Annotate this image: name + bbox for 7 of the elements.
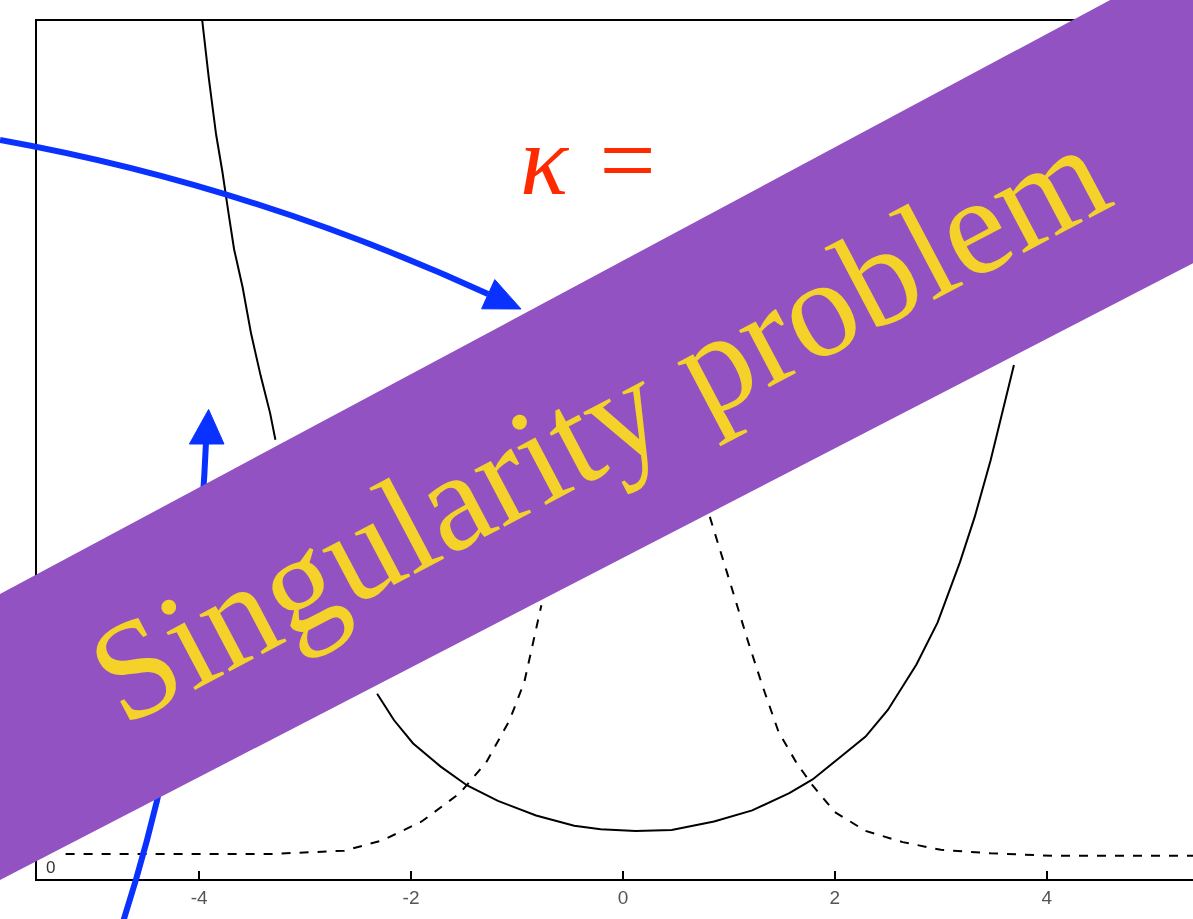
annotation: 0	[46, 858, 56, 877]
x-tick-label: 2	[829, 886, 841, 908]
x-tick-label: -4	[190, 886, 208, 908]
annotation: κ =	[520, 105, 661, 216]
x-tick-label: 4	[1041, 886, 1053, 908]
x-tick-label: -2	[402, 886, 420, 908]
x-tick-label: 0	[617, 886, 629, 908]
